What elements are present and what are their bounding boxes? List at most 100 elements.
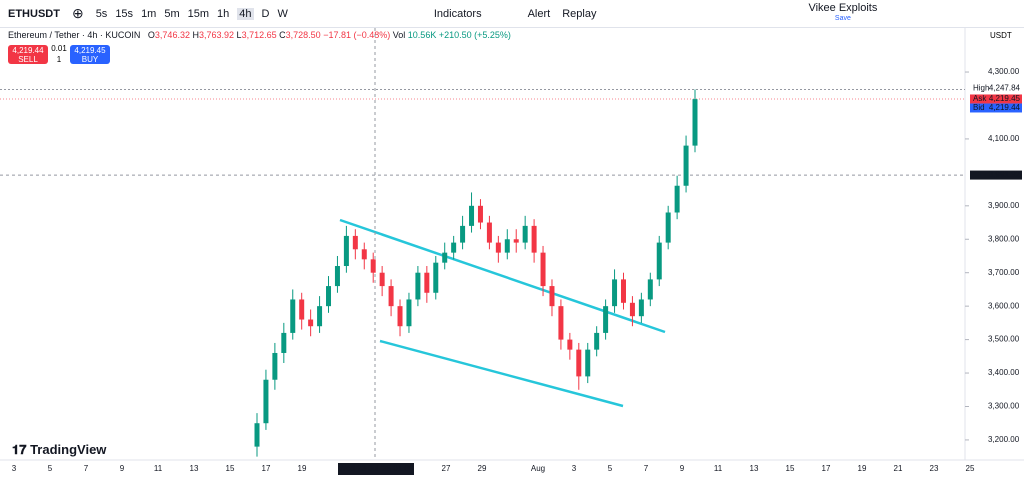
candle-body: [290, 299, 296, 333]
currency[interactable]: USDT: [990, 31, 1012, 40]
candle-body: [308, 319, 314, 327]
user-box[interactable]: Vikee Exploits Save: [802, 3, 883, 23]
x-tick-label: 3: [12, 464, 17, 473]
candle-body: [469, 205, 475, 226]
interval[interactable]: W: [277, 7, 288, 20]
x-tick-label: 19: [298, 464, 307, 473]
x-tick-label: 13: [190, 464, 199, 473]
candle-body: [665, 212, 671, 243]
trend-line[interactable]: [339, 218, 666, 334]
vol-change: +210.50 (+5.25%): [438, 30, 511, 40]
candle-body: [504, 239, 510, 253]
candle-body: [460, 225, 466, 243]
replay[interactable]: Replay: [562, 7, 597, 20]
x-tick-label: 7: [84, 464, 89, 473]
interval[interactable]: 1m: [141, 7, 157, 20]
legend-symbol: Ethereum / Tether · 4h · KUCOIN: [8, 30, 141, 40]
save[interactable]: Save: [834, 15, 851, 22]
candle-body: [567, 339, 573, 350]
qty[interactable]: 0.01 1: [48, 43, 70, 65]
buy-button[interactable]: 4,219.45 BUY: [70, 44, 110, 64]
symbol[interactable]: ETHUSDT: [8, 7, 60, 20]
y-tick-label: 4,300.00: [988, 67, 1020, 76]
h: 3,763.92: [198, 30, 235, 40]
candle-body: [647, 279, 653, 300]
o-label: O: [147, 30, 155, 40]
x-tick-label: 17: [262, 464, 271, 473]
candle-body: [406, 299, 412, 327]
candle-body: [692, 99, 698, 146]
c-label: C: [279, 30, 286, 40]
trend-line[interactable]: [379, 339, 624, 408]
y-tick-label: 3,800.00: [988, 234, 1020, 243]
candle-body: [433, 262, 439, 293]
candle-body: [370, 259, 376, 273]
candle-body: [522, 225, 528, 243]
x-tick-label: 7: [644, 464, 649, 473]
crosshair-date-tag: [338, 463, 414, 475]
candle-body: [352, 235, 358, 250]
interval[interactable]: 5s: [95, 7, 108, 20]
y-tick-label: 3,700.00: [988, 268, 1020, 277]
candle-body: [388, 286, 394, 307]
candle-body: [361, 249, 367, 260]
high-label: 4,247.84: [989, 84, 1021, 93]
vol-label: Vol: [392, 30, 406, 40]
ask-tag: [970, 94, 1022, 104]
x-tick-label: 13: [750, 464, 759, 473]
y-tick-label: 4,100.00: [988, 134, 1020, 143]
candle-body: [415, 272, 421, 300]
x-tick-label: 5: [48, 464, 53, 473]
candle-body: [451, 242, 457, 253]
sell-button[interactable]: 4,219.44 SELL: [8, 44, 48, 64]
x-tick-label: 9: [120, 464, 125, 473]
candle-body: [683, 145, 689, 186]
ask-name: Ask: [973, 94, 987, 103]
y-tick-label: 3,500.00: [988, 335, 1020, 344]
intervals: 5s 15s 1m 5m 15m 1h 4h D W: [95, 7, 288, 20]
crosshair-tag: [970, 170, 1022, 180]
x-tick-label: 3: [572, 464, 577, 473]
candle-body: [629, 302, 635, 317]
x-tick-label: 29: [478, 464, 487, 473]
buy: BUY: [81, 54, 99, 64]
candle-body: [477, 205, 483, 223]
y-tick-label: 3,200.00: [988, 435, 1020, 444]
interval[interactable]: 15s: [115, 7, 134, 20]
candle-body: [495, 242, 501, 253]
candle-body: [549, 286, 555, 307]
candle-body: [343, 235, 349, 267]
candle-body: [379, 272, 385, 287]
x-tick-label: 27: [442, 464, 451, 473]
candle-body: [442, 252, 448, 263]
h-label: H: [192, 30, 199, 40]
x-tick-label: 17: [822, 464, 831, 473]
y-tick-label: 3,600.00: [988, 301, 1020, 310]
l-label: L: [236, 30, 242, 40]
interval[interactable]: 4h: [237, 7, 254, 20]
candle-body: [263, 379, 269, 424]
logo: 𝟏𝟕 TradingView: [12, 442, 107, 457]
alert[interactable]: Alert: [527, 7, 551, 20]
y-tick-label: 3,900.00: [988, 201, 1020, 210]
x-tick-label: 15: [786, 464, 795, 473]
high-name: High: [973, 84, 989, 93]
candle-body: [317, 306, 323, 327]
interval[interactable]: D: [261, 7, 270, 20]
x-tick-label: 25: [966, 464, 975, 473]
x-tick-label: 21: [894, 464, 903, 473]
interval[interactable]: 15m: [187, 7, 210, 20]
qty-step: 0.01: [51, 44, 67, 53]
candle-body: [558, 306, 564, 340]
trade: 4,219.44 SELL 0.01 1 4,219.45 BUY: [8, 43, 110, 65]
indicators[interactable]: Indicators: [433, 7, 482, 20]
interval[interactable]: 5m: [164, 7, 180, 20]
interval[interactable]: 1h: [217, 7, 230, 20]
c: 3,728.50: [285, 30, 321, 40]
high-tag: [970, 83, 1022, 93]
x-tick-label: 19: [858, 464, 867, 473]
crosshair-label: 3,991.92: [989, 170, 1021, 179]
qty-value: 1: [56, 55, 62, 64]
add[interactable]: ⊕: [71, 5, 84, 21]
candle-body: [638, 299, 644, 317]
